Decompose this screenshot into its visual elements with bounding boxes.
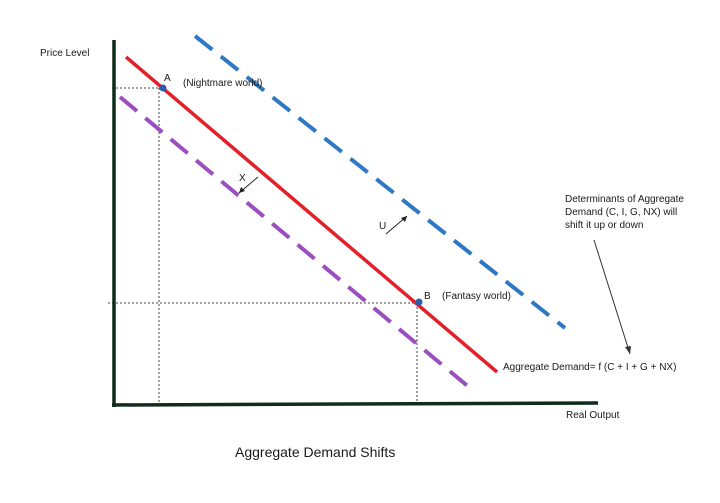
shift-right-demand-curve (193, 34, 567, 330)
determinants-note-line-2: Demand (C, I, G, NX) will (565, 207, 677, 218)
point-b-note: (Fantasy world) (442, 291, 511, 302)
diagram-title: Aggregate Demand Shifts (235, 444, 395, 460)
determinants-note-line-1: Determinants of Aggregate (565, 194, 684, 205)
point-b-marker (415, 298, 423, 306)
y-axis-label: Price Level (40, 48, 89, 59)
point-a-marker (159, 84, 167, 92)
original-demand-curve (124, 55, 499, 374)
point-a-note: (Nightmare world) (183, 78, 262, 89)
x-axis-label: Real Output (566, 410, 620, 421)
shift-left-demand-curve (118, 95, 472, 390)
note-pointer-arrow (593, 239, 631, 355)
shift-right-label: U (379, 221, 386, 232)
point-a-letter: A (164, 73, 171, 84)
x-axis (111, 401, 599, 407)
aggregate-demand-curve-label: Aggregate Demand= f (C + I + G + NX) (503, 362, 676, 373)
point-b-letter: B (424, 291, 431, 302)
determinants-note-line-3: shift it up or down (565, 220, 643, 231)
shift-left-arrowhead (239, 187, 245, 193)
note-pointer-arrowhead (625, 346, 631, 354)
shift-right-arrowhead (401, 216, 407, 222)
shift-left-label: X (239, 173, 246, 184)
